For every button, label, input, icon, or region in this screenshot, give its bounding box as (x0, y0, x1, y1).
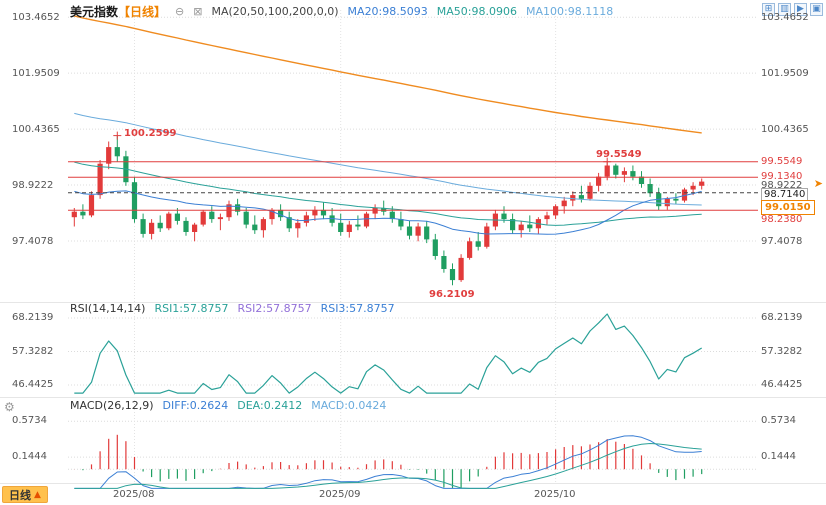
rsi-axis-tick: 46.4425 (12, 379, 54, 390)
ma20-value: MA20:98.5093 (347, 5, 428, 18)
macd-axis-tick: 0.1444 (12, 451, 47, 462)
y-axis-tick: 101.9509 (761, 68, 809, 79)
macd-header: MACD(26,12,9) DIFF:0.2624 DEA:0.2412 MAC… (70, 399, 386, 412)
macd-axis-tick: 0.5734 (761, 415, 796, 426)
period-tag: 【日线】 (118, 5, 167, 19)
macd-value: MACD:0.0424 (311, 399, 387, 412)
x-axis-month: 2025/10 (534, 489, 576, 500)
collapse-icon[interactable]: ⊖ (175, 5, 185, 18)
macd-settings-label: MACD(26,12,9) (70, 399, 154, 412)
low-price-annotation: 96.2109 (429, 289, 475, 300)
settings-gear-icon[interactable]: ⚙ (4, 400, 15, 414)
rsi-axis-tick: 68.2139 (761, 312, 803, 323)
ma100-value: MA100:98.1118 (525, 5, 614, 18)
y-axis-tick: 97.4078 (761, 236, 803, 247)
y-axis-tick: 101.9509 (12, 68, 60, 79)
chart-layout-controls: ⊞ ▥ ▶ ▣ (762, 3, 823, 16)
period-selector-button[interactable]: 日线 ▲ (2, 486, 48, 503)
y-axis-tick: 100.4365 (761, 124, 809, 135)
symbol-title: 美元指数【日线】 (70, 3, 166, 20)
rsi-header: RSI(14,14,14) RSI1:57.8757 RSI2:57.8757 … (70, 302, 395, 315)
main-header: 美元指数【日线】 ⊖ ⊠ MA(20,50,100,200,0,0) MA20:… (70, 3, 613, 20)
layout-rows-icon[interactable]: ▥ (778, 3, 791, 16)
x-axis-month: 2025/09 (319, 489, 361, 500)
rsi-settings-label: RSI(14,14,14) (70, 302, 146, 315)
macd-axis-tick: 0.5734 (12, 415, 47, 426)
ma-toggle-icon[interactable]: ⊠ (193, 5, 203, 18)
y-axis-tick: 97.4078 (12, 236, 54, 247)
y-axis-tick: 103.4652 (761, 12, 809, 23)
symbol-name: 美元指数 (70, 5, 119, 19)
rsi-axis-tick: 68.2139 (12, 312, 54, 323)
jump-to-latest-icon[interactable]: ➤ (813, 177, 823, 190)
y-axis-tick: 98.9222 (12, 180, 54, 191)
rsi1-value: RSI1:57.8757 (154, 302, 229, 315)
rsi-axis-tick: 57.3282 (12, 346, 54, 357)
peak-price-annotation: 100.2599 (124, 128, 177, 139)
rsi2-value: RSI2:57.8757 (237, 302, 312, 315)
y-axis-tick: 100.4365 (12, 124, 60, 135)
y-axis-tick: 98.9222 (761, 180, 803, 191)
ma-settings-label: MA(20,50,100,200,0,0) (211, 5, 339, 18)
recent-high-annotation: 99.5549 (596, 149, 642, 160)
dea-value: DEA:0.2412 (237, 399, 303, 412)
rsi3-value: RSI3:57.8757 (320, 302, 395, 315)
macd-axis-tick: 0.1444 (761, 451, 796, 462)
layout-grid-icon[interactable]: ⊞ (762, 3, 775, 16)
y-axis-tick: 103.4652 (12, 12, 60, 23)
support-level-label: 98.2380 (761, 214, 803, 225)
x-axis-month: 2025/08 (113, 489, 155, 500)
chevron-up-icon: ▲ (34, 489, 41, 500)
diff-value: DIFF:0.2624 (162, 399, 229, 412)
last-price-badge: 99.0150 (761, 200, 815, 215)
layout-panel-icon[interactable]: ▣ (810, 3, 823, 16)
ma50-value: MA50:98.0906 (436, 5, 517, 18)
resistance-level-label: 99.1340 (761, 171, 803, 182)
period-label: 日线 (9, 488, 31, 502)
rsi-axis-tick: 57.3282 (761, 346, 803, 357)
resistance-level-label: 99.5549 (761, 156, 803, 167)
rsi-axis-tick: 46.4425 (761, 379, 803, 390)
layout-play-icon[interactable]: ▶ (794, 3, 807, 16)
